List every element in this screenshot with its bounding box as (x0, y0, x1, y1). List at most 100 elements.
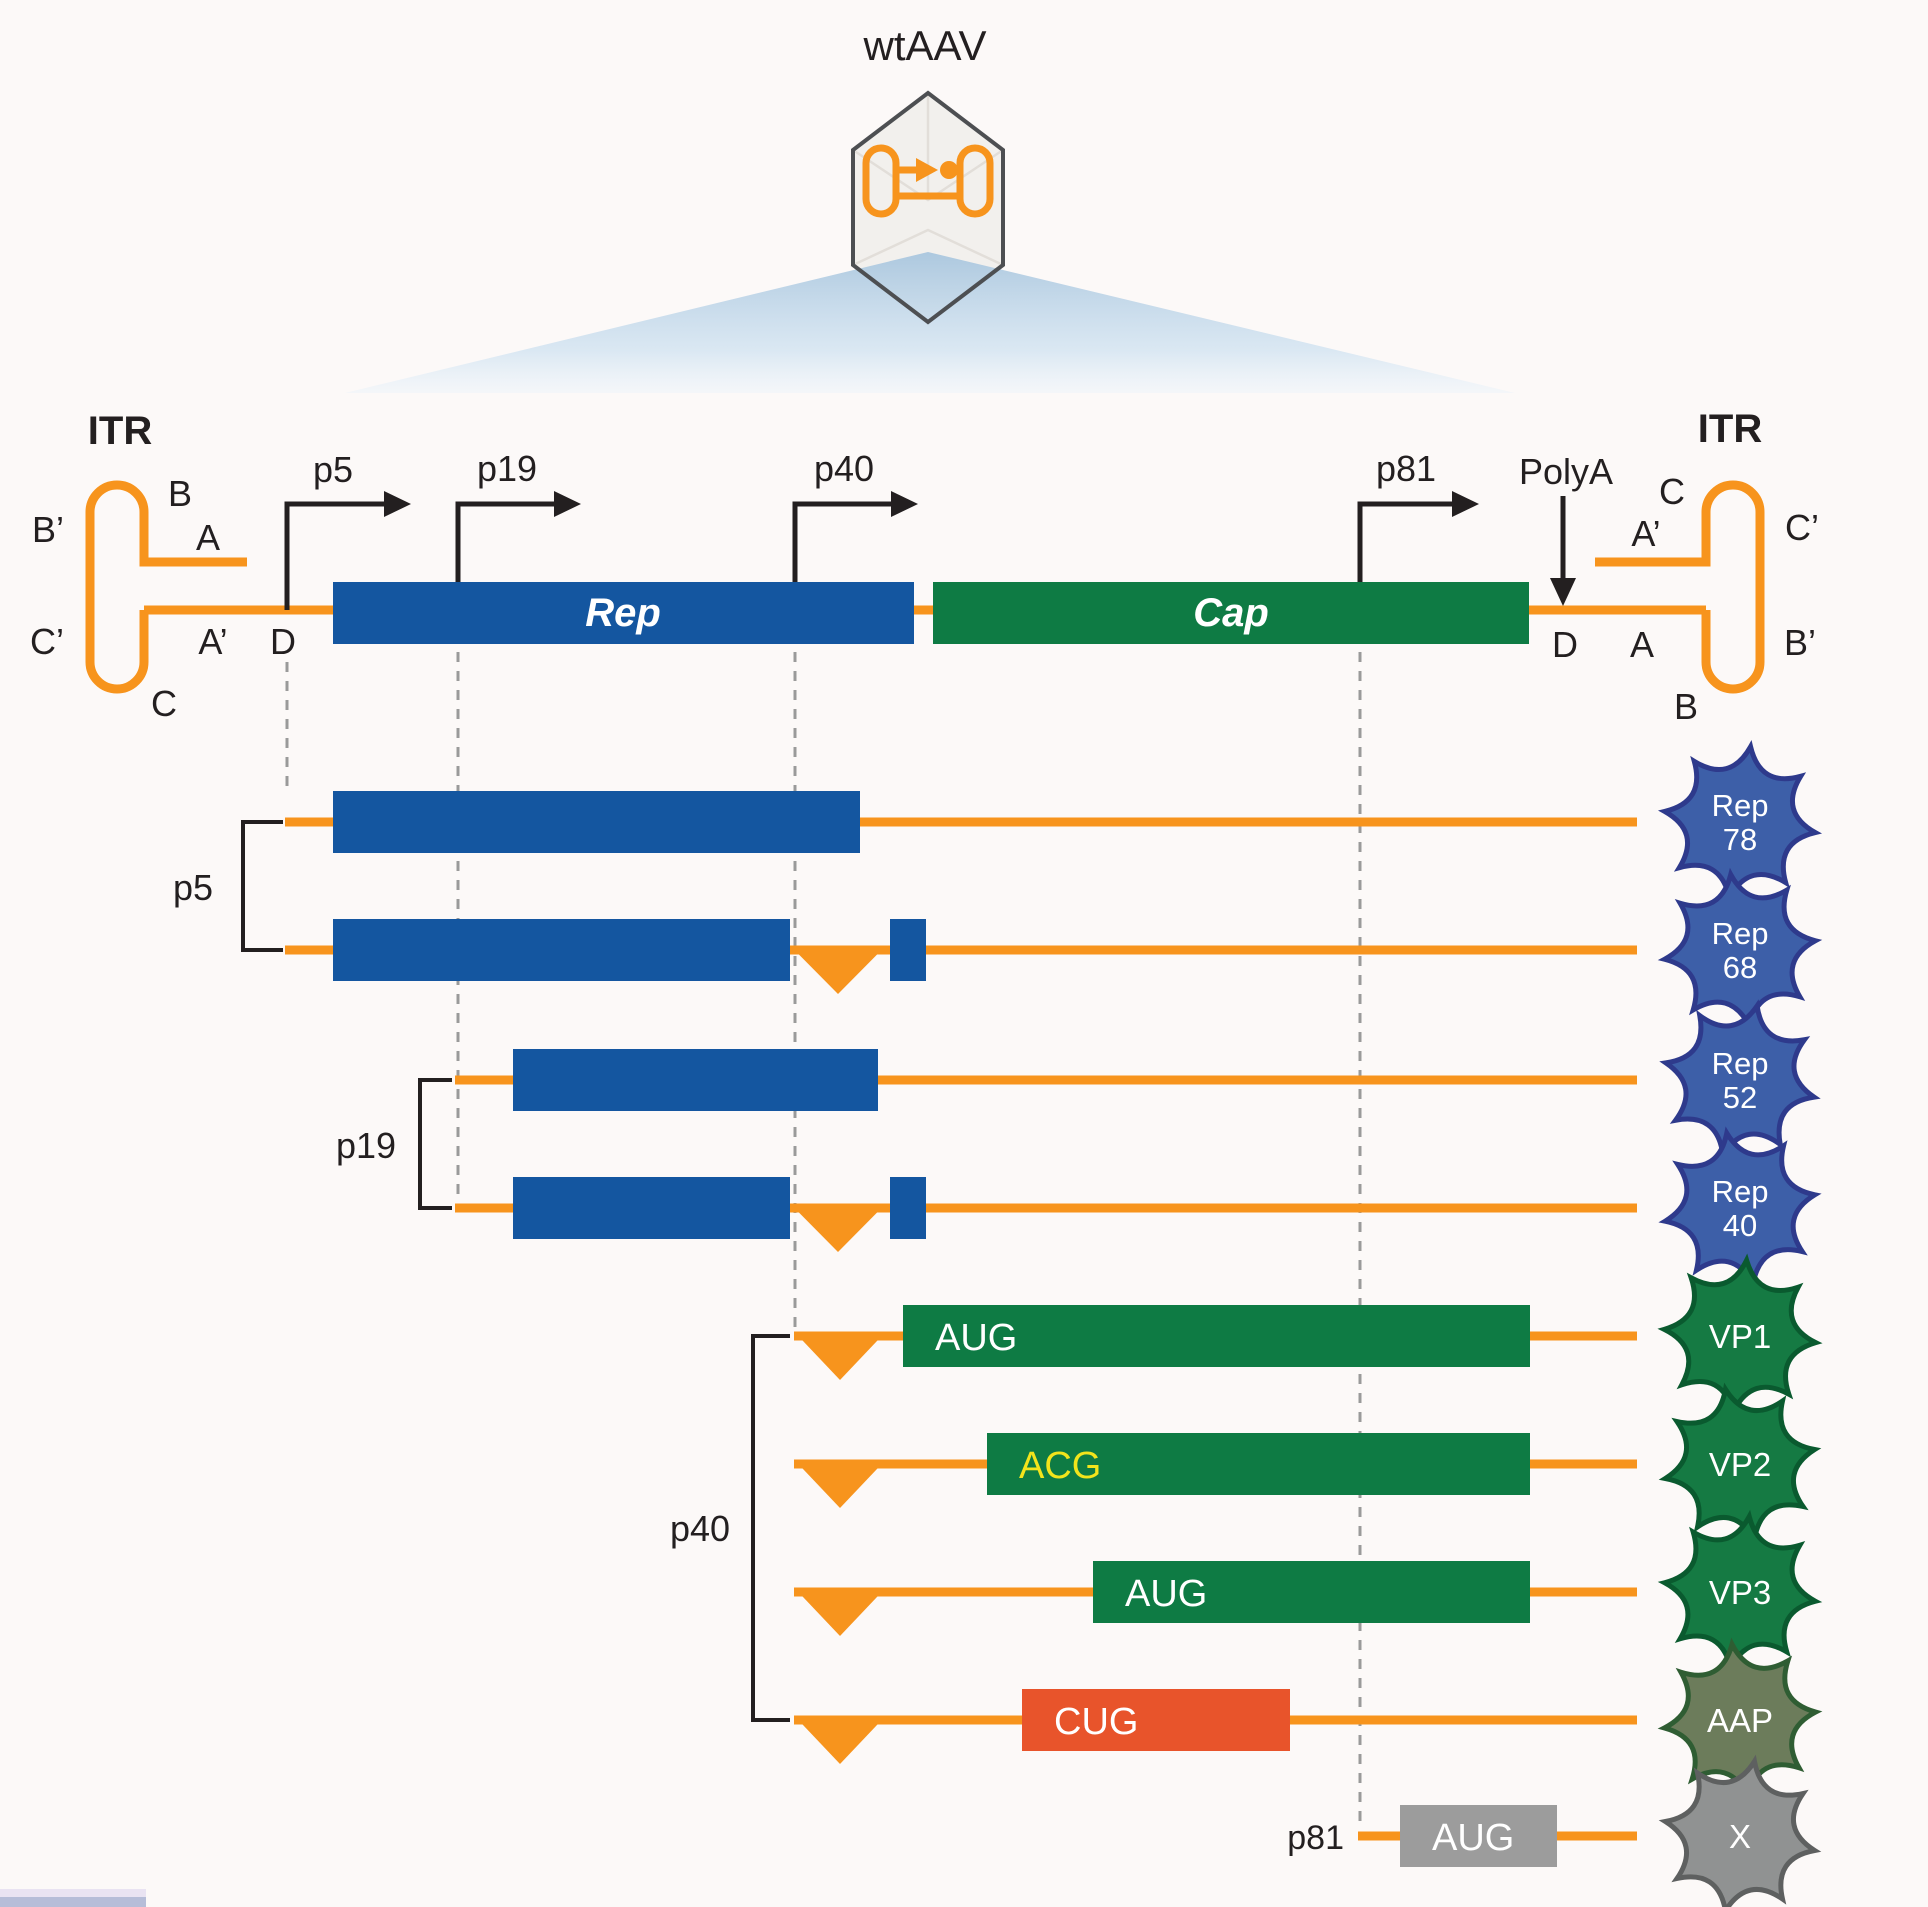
vp1-intron-triangle (794, 1331, 886, 1380)
capsid-group (345, 90, 1515, 393)
cap-gene-box (933, 582, 1529, 644)
right-itr-c-prime: C’ (1785, 507, 1819, 548)
burst-rep40-line1: Rep (1712, 1174, 1769, 1209)
burst-rep78: Rep 78 (1654, 736, 1826, 908)
genome-icon-arrowhead (916, 158, 938, 182)
p19-arrow (455, 501, 554, 582)
rep-gene-label: Rep (585, 591, 661, 635)
burst-rep68: Rep 68 (1655, 865, 1824, 1034)
right-itr-a: A (1630, 624, 1654, 665)
burst-vp1: VP1 (1658, 1254, 1823, 1419)
p19-label: p19 (477, 448, 537, 489)
left-itr-b: B (168, 473, 192, 514)
burst-vp2: VP2 (1651, 1375, 1829, 1553)
rep40-exon-box (513, 1177, 790, 1239)
burst-aap-label: AAP (1707, 1702, 1773, 1739)
promoter-p40: p40 (792, 448, 918, 582)
p19-arrowhead (554, 491, 581, 517)
burst-rep68-line1: Rep (1712, 916, 1769, 951)
burst-vp2-label: VP2 (1709, 1446, 1771, 1483)
burst-rep52: Rep 52 (1649, 989, 1831, 1171)
burst-rep52-line2: 52 (1723, 1080, 1757, 1115)
p40-bracket-label: p40 (670, 1508, 730, 1549)
vp3-exon-box (1093, 1561, 1530, 1623)
right-itr-title: ITR (1698, 407, 1763, 451)
rep-gene-box (333, 582, 914, 644)
x-orf-box (1400, 1805, 1557, 1867)
p19-bracket (418, 1078, 452, 1210)
p81-arrowhead (1452, 491, 1479, 517)
right-itr-d: D (1552, 624, 1578, 665)
vp2-start-codon: ACG (1019, 1445, 1101, 1487)
protein-bursts: Rep 78 Rep 68 Rep 52 Rep 40 VP1 VP2 VP (1649, 736, 1831, 1907)
aap-intron-triangle (794, 1715, 886, 1764)
promoter-brackets: p5 p19 p40 (173, 820, 790, 1722)
p19-bracket-label: p19 (336, 1125, 396, 1166)
left-itr-d: D (270, 621, 296, 662)
transcript-shapes: AUG ACG AUG CUG p81 AUG (333, 791, 1557, 1867)
p81-label: p81 (1376, 448, 1436, 489)
rep78-exon-box (333, 791, 860, 853)
vp3-start-codon: AUG (1125, 1573, 1207, 1615)
left-itr-c: C (151, 683, 177, 724)
bottom-left-artifact (0, 1889, 146, 1907)
left-itr-labels: ITR B B’ A C’ A’ C D (30, 409, 296, 724)
capsid-hexagon-outline (851, 90, 1005, 325)
p40-bracket (751, 1334, 790, 1722)
burst-x: X (1651, 1747, 1829, 1907)
right-itr-a-prime: A’ (1631, 513, 1660, 554)
genome-icon-left-itr (862, 144, 900, 218)
artifact-strip-light (0, 1889, 146, 1897)
capsid-genome-icon (862, 144, 994, 218)
left-itr-c-prime: C’ (30, 621, 64, 662)
promoter-p5: p5 (284, 449, 411, 610)
polya-arrowhead (1550, 578, 1576, 606)
x-row-p81-label: p81 (1287, 1819, 1344, 1857)
burst-x-label: X (1729, 1818, 1751, 1855)
burst-rep78-line1: Rep (1712, 788, 1769, 823)
aap-start-codon: CUG (1054, 1701, 1138, 1743)
rep40-intron-triangle (790, 1203, 886, 1252)
right-itr-c: C (1659, 471, 1685, 512)
genome-icon-dot (940, 161, 958, 179)
right-itr-b-prime: B’ (1784, 622, 1816, 663)
genome-map: Rep Cap p5 p19 p40 p81 PolyA (30, 407, 1819, 727)
burst-vp1-label: VP1 (1709, 1318, 1771, 1355)
p5-bracket (241, 820, 283, 952)
vp3-intron-triangle (794, 1587, 886, 1636)
p40-arrowhead (891, 491, 918, 517)
polya-label: PolyA (1519, 451, 1613, 492)
right-itr-hairpin (1595, 480, 1765, 694)
capsid-facets (852, 93, 1004, 267)
rep68-exon-box (333, 919, 790, 981)
x-start-codon: AUG (1432, 1817, 1514, 1859)
left-itr-a-prime: A’ (198, 621, 227, 662)
rep52-exon-box (513, 1049, 878, 1111)
rep68-intron-triangle (790, 945, 886, 994)
left-itr-b-prime: B’ (32, 509, 64, 550)
artifact-strip-dark (0, 1897, 146, 1907)
rep68-exon2-box (890, 919, 926, 981)
left-itr-title: ITR (88, 409, 153, 453)
p5-label: p5 (313, 449, 353, 490)
genome-icon-right-itr (956, 144, 994, 218)
vp1-exon-box (903, 1305, 1530, 1367)
burst-aap: AAP (1656, 1636, 1823, 1803)
p40-arrow (792, 501, 891, 582)
polya-marker: PolyA (1519, 451, 1613, 606)
vp2-exon-box (987, 1433, 1530, 1495)
p81-arrow (1357, 501, 1452, 582)
rep40-exon2-box (890, 1177, 926, 1239)
burst-rep68-line2: 68 (1723, 950, 1757, 985)
burst-vp3: VP3 (1655, 1507, 1824, 1676)
right-itr-b: B (1674, 686, 1698, 727)
promoter-p19: p19 (455, 448, 581, 582)
p5-arrowhead (384, 491, 411, 517)
burst-rep52-line1: Rep (1712, 1046, 1769, 1081)
burst-rep40-line2: 40 (1723, 1208, 1757, 1243)
p5-arrow (284, 501, 384, 610)
promoter-p81: p81 (1357, 448, 1479, 582)
left-itr-hairpin (85, 480, 247, 694)
